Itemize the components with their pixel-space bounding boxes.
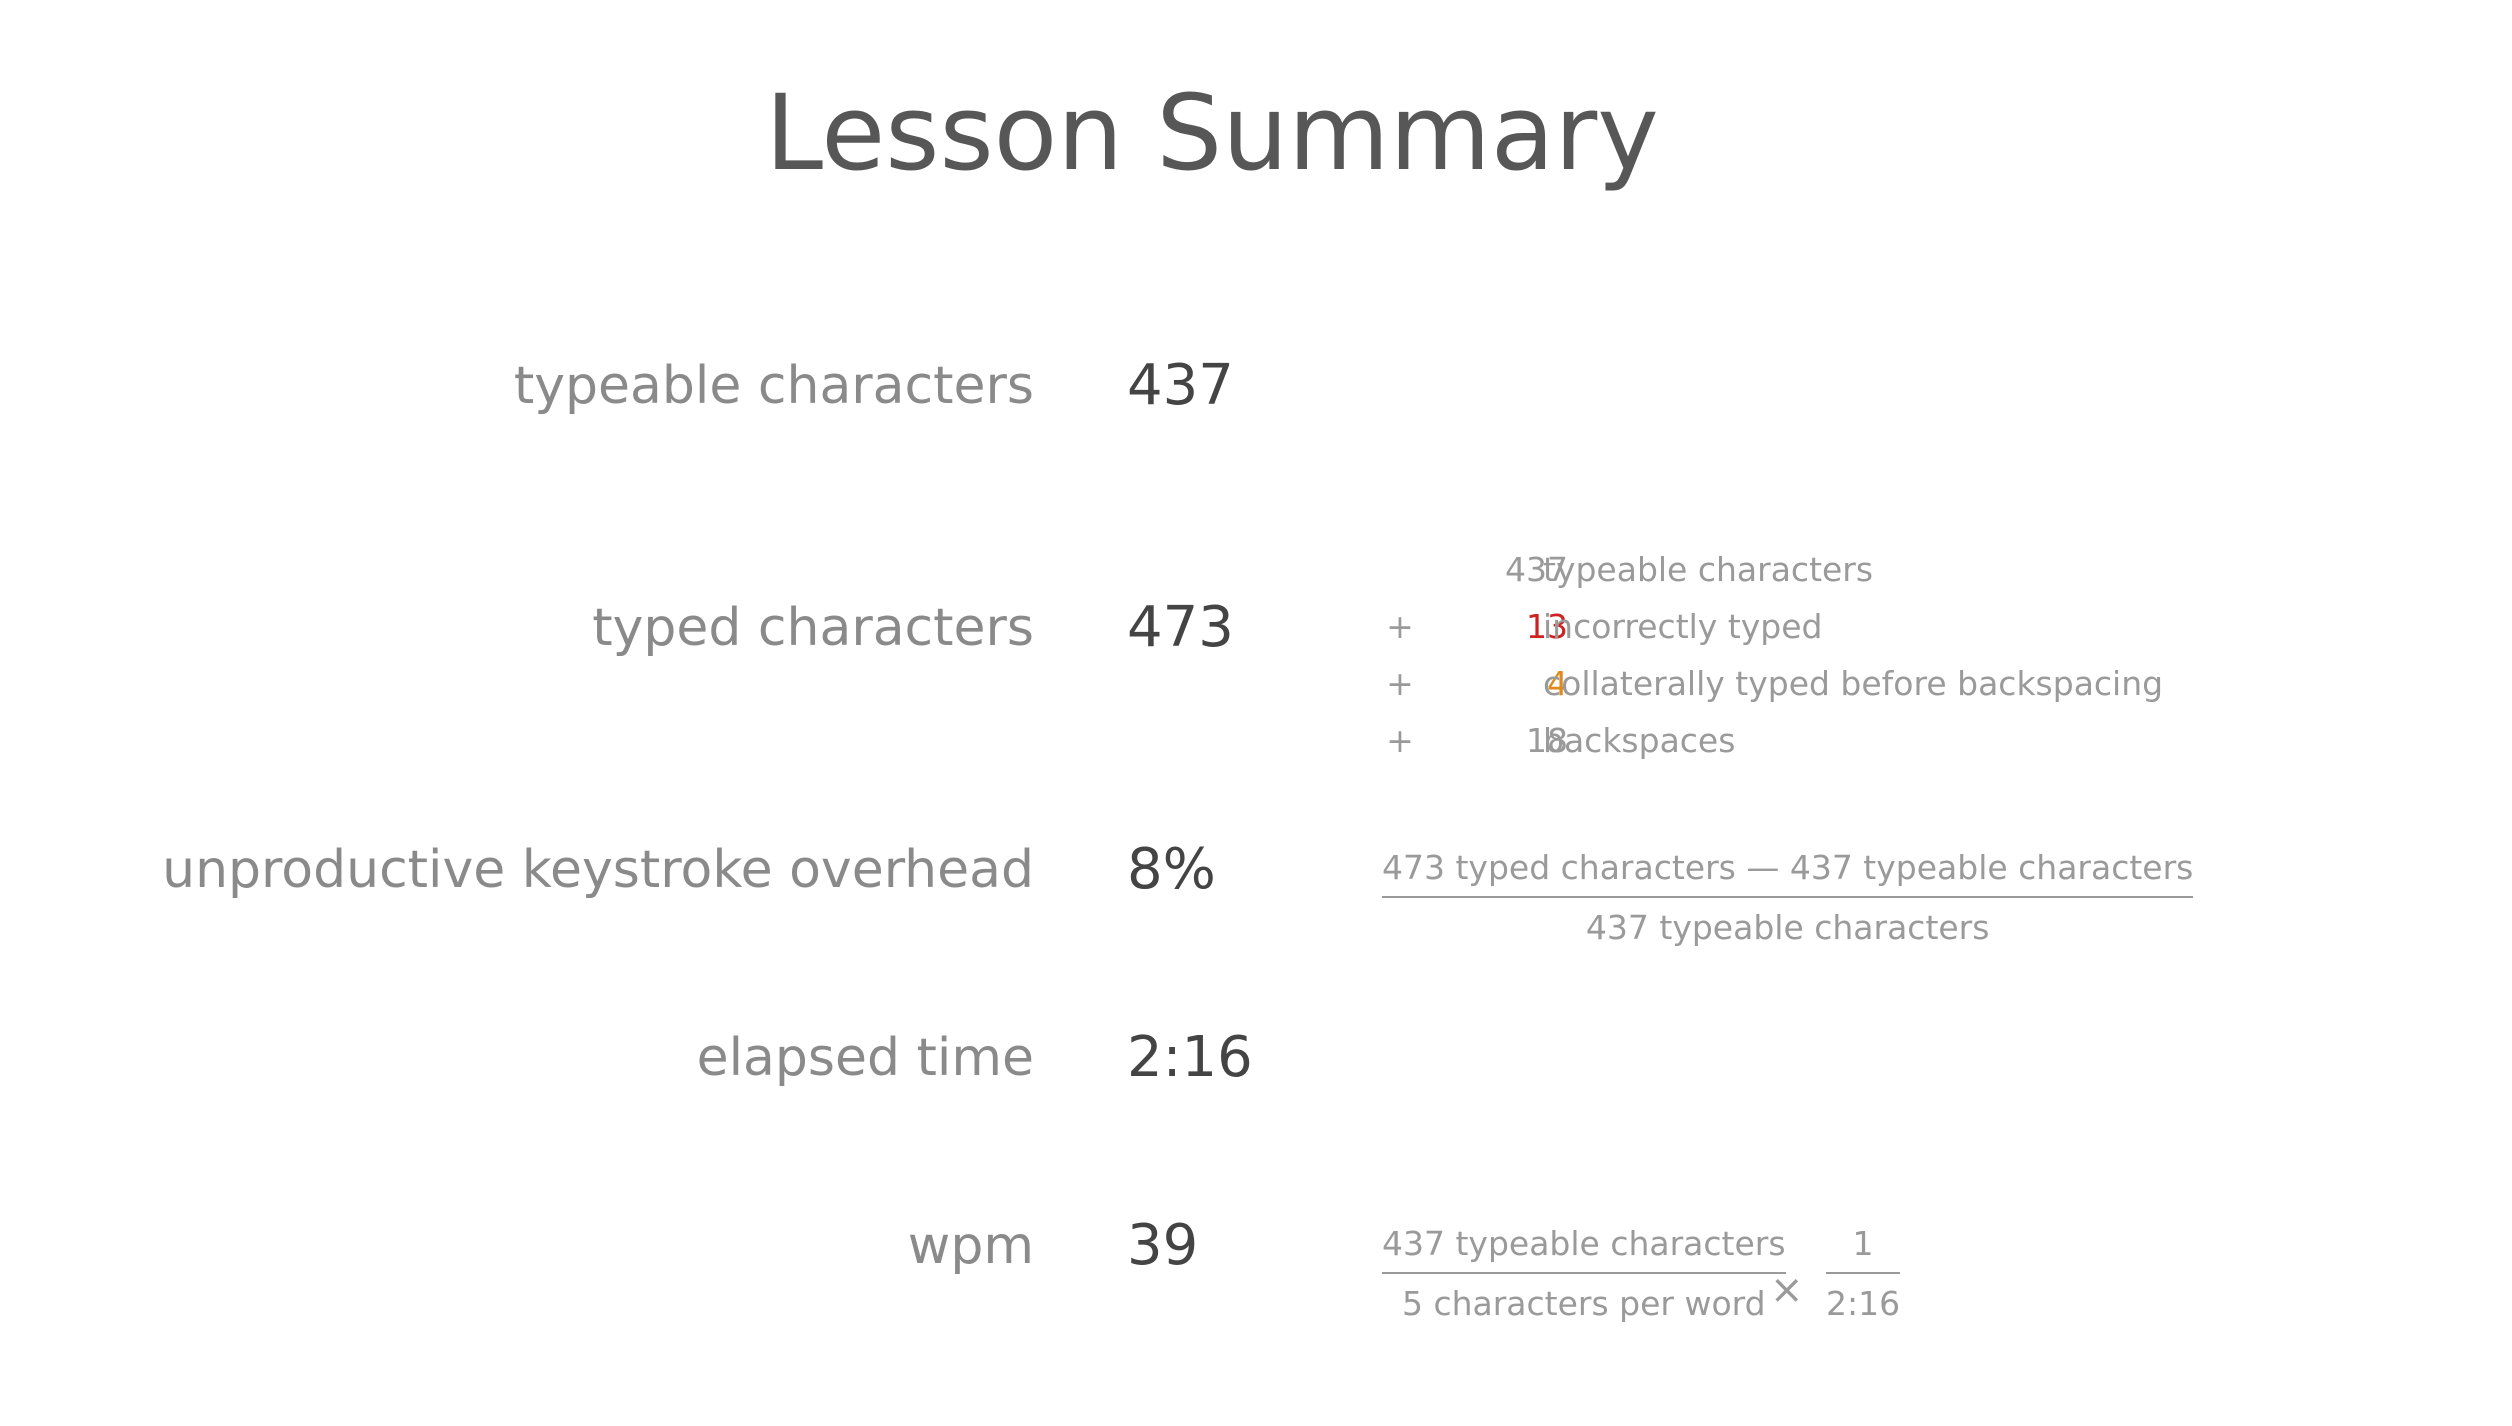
typeable-characters-label: typeable characters: [513, 356, 1034, 416]
breakdown-text: backspaces: [1543, 721, 1736, 760]
wpm-label: wpm: [907, 1216, 1034, 1276]
overhead-formula-numerator: 473 typed characters — 437 typeable char…: [1382, 846, 2194, 898]
overhead-formula: 473 typed characters — 437 typeable char…: [1382, 846, 2194, 950]
wpm-formula-right-numerator: 1: [1826, 1222, 1901, 1274]
breakdown-number-collateral: 4: [1547, 664, 1568, 703]
typed-characters-value: 473: [1127, 595, 1234, 660]
typed-characters-label: typed characters: [592, 598, 1034, 658]
wpm-formula-right: 1 2:16: [1826, 1222, 1901, 1326]
wpm-formula-left: 437 typeable characters 5 characters per…: [1382, 1222, 1786, 1326]
breakdown-text: typeable characters: [1543, 550, 1874, 589]
breakdown-operator: +: [1386, 721, 1414, 760]
typeable-characters-value: 437: [1127, 353, 1234, 418]
overhead-value: 8%: [1127, 837, 1216, 902]
overhead-label: unproductive keystroke overhead: [162, 840, 1034, 900]
breakdown-operator: +: [1386, 607, 1414, 646]
multiply-icon: ×: [1770, 1267, 1804, 1313]
wpm-value: 39: [1127, 1213, 1199, 1278]
breakdown-number: 18: [1526, 721, 1568, 760]
breakdown-number: 437: [1505, 550, 1568, 589]
overhead-formula-denominator: 437 typeable characters: [1585, 908, 1990, 947]
elapsed-time-label: elapsed time: [696, 1028, 1034, 1088]
wpm-formula-right-denominator: 2:16: [1826, 1284, 1901, 1323]
breakdown-operator: +: [1386, 664, 1414, 703]
wpm-formula-left-denominator: 5 characters per word: [1401, 1284, 1766, 1323]
breakdown-text: collaterally typed before backspacing: [1543, 664, 2164, 703]
elapsed-time-value: 2:16: [1127, 1025, 1253, 1090]
page-title: Lesson Summary: [765, 72, 1659, 194]
breakdown-text: incorrectly typed: [1543, 607, 1823, 646]
wpm-formula-left-numerator: 437 typeable characters: [1382, 1222, 1786, 1274]
breakdown-number-incorrect: 13: [1526, 607, 1568, 646]
